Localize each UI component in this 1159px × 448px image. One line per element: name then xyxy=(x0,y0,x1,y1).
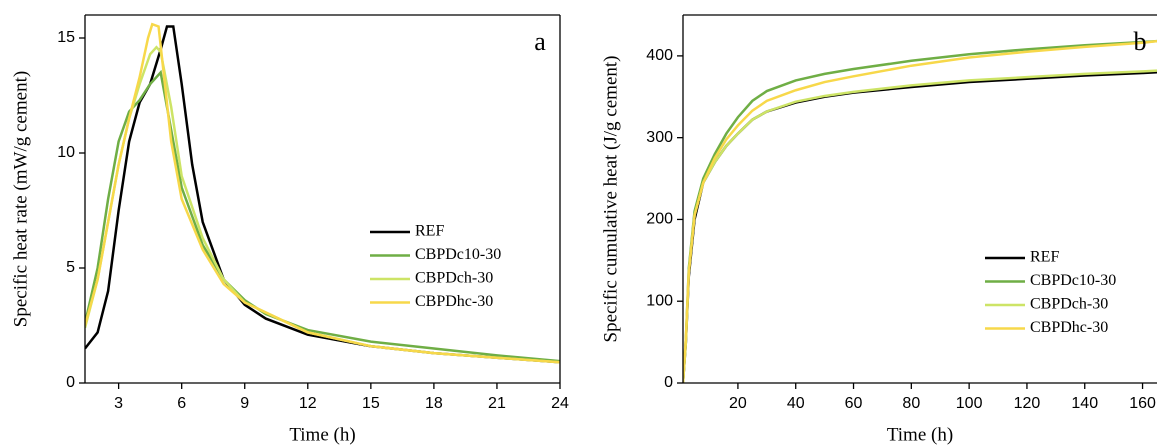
y-tick-label: 10 xyxy=(57,144,75,161)
legend-label: CBPDch-30 xyxy=(1030,296,1108,313)
legend-label: REF xyxy=(1030,249,1059,266)
x-tick-label: 80 xyxy=(902,395,920,412)
x-tick-label: 40 xyxy=(787,395,805,412)
legend-label: CBPDc10-30 xyxy=(415,246,501,263)
y-tick-label: 15 xyxy=(57,29,75,46)
x-tick-label: 3 xyxy=(114,395,123,412)
x-tick-label: 100 xyxy=(956,395,983,412)
data-line xyxy=(85,22,560,364)
legend-label: REF xyxy=(415,223,444,240)
y-tick-label: 100 xyxy=(646,292,673,309)
x-axis-label: Time (h) xyxy=(887,424,953,445)
y-axis-label: Specific cumulative heat (J/g cement) xyxy=(600,56,621,343)
panel-annotation: a xyxy=(534,27,546,56)
x-tick-label: 120 xyxy=(1014,395,1041,412)
x-tick-label: 24 xyxy=(551,395,569,412)
data-line xyxy=(683,39,1157,383)
legend-label: CBPDhc-30 xyxy=(1030,319,1108,336)
x-tick-label: 18 xyxy=(425,395,443,412)
y-tick-label: 400 xyxy=(646,47,673,64)
legend-label: CBPDhc-30 xyxy=(415,293,493,310)
data-line xyxy=(85,45,560,364)
panel-annotation: b xyxy=(1134,27,1147,56)
x-tick-label: 15 xyxy=(362,395,380,412)
x-tick-label: 160 xyxy=(1129,395,1156,412)
legend-label: CBPDch-30 xyxy=(415,270,493,287)
y-tick-label: 200 xyxy=(646,211,673,228)
y-tick-label: 300 xyxy=(646,129,673,146)
x-tick-label: 20 xyxy=(729,395,747,412)
x-tick-label: 9 xyxy=(240,395,249,412)
x-tick-label: 21 xyxy=(488,395,506,412)
y-axis-label: Specific heat rate (mW/g cement) xyxy=(10,71,31,327)
y-tick-label: 5 xyxy=(66,259,75,276)
x-axis-label: Time (h) xyxy=(289,424,355,445)
x-tick-label: 12 xyxy=(299,395,317,412)
legend-label: CBPDc10-30 xyxy=(1030,272,1116,289)
x-tick-label: 60 xyxy=(845,395,863,412)
x-tick-label: 6 xyxy=(177,395,186,412)
y-tick-label: 0 xyxy=(664,374,673,391)
y-tick-label: 0 xyxy=(66,374,75,391)
x-tick-label: 140 xyxy=(1071,395,1098,412)
data-line xyxy=(85,69,560,363)
